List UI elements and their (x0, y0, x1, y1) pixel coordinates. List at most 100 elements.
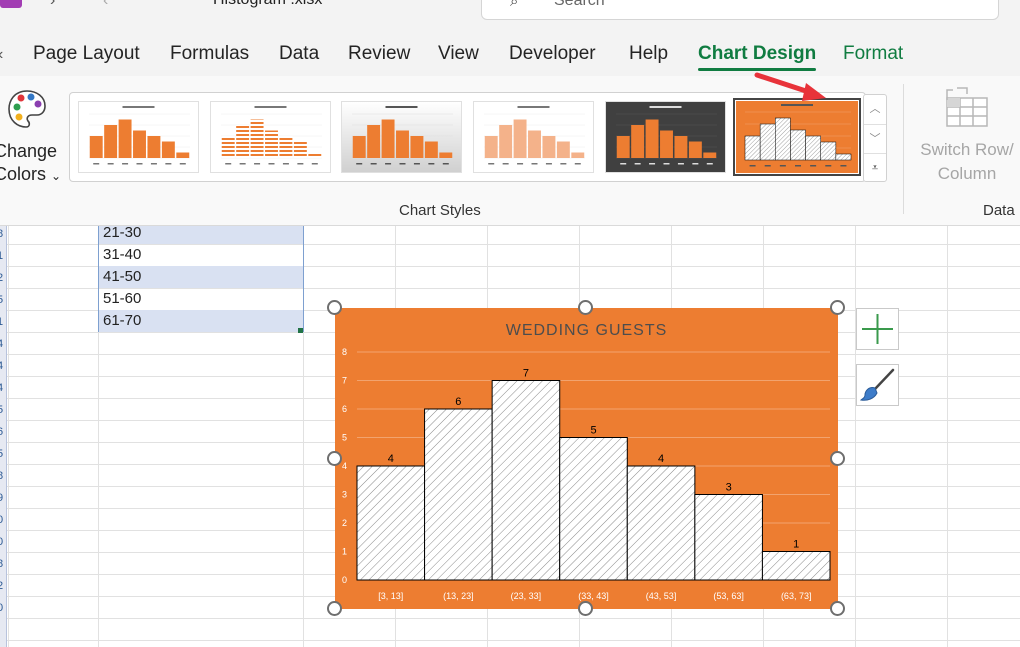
switch-row-column-button[interactable]: Switch Row/ Column (912, 138, 1020, 186)
tab-help[interactable]: Help (629, 43, 669, 64)
search-box[interactable]: ⌕ Search (481, 0, 999, 20)
column-gridline (8, 226, 9, 647)
tab-page-layout[interactable]: Page Layout (33, 43, 140, 64)
row-number[interactable]: 2 (0, 272, 4, 284)
tab-developer[interactable]: Developer (509, 43, 596, 64)
row-number[interactable]: 5 (0, 294, 4, 306)
chevron-down-icon: ⌄ (51, 169, 62, 183)
histogram-bar[interactable] (356, 465, 426, 581)
tab-view[interactable]: View (438, 43, 479, 64)
row-number[interactable]: 0 (0, 602, 4, 614)
x-tick-label: [3, 13] (378, 591, 403, 601)
search-placeholder: Search (554, 0, 605, 9)
histogram-bar[interactable] (694, 494, 763, 581)
histogram-bar[interactable] (761, 551, 831, 581)
chart-style-thumb-2[interactable] (210, 101, 331, 173)
switch-row-column-icon (943, 86, 989, 128)
tab-formulas[interactable]: Formulas (170, 43, 250, 64)
chart-style-thumb-3[interactable] (341, 101, 462, 173)
x-tick-label: (33, 43] (578, 591, 609, 601)
y-tick-label: 4 (342, 461, 347, 471)
chart-style-thumb-6-selected[interactable] (733, 98, 861, 176)
tab-data[interactable]: Data (279, 43, 320, 64)
excel-app-icon (0, 0, 22, 8)
resize-handle-bottom-left[interactable] (327, 601, 342, 616)
row-number[interactable]: 8 (0, 558, 4, 570)
histogram-bar[interactable] (424, 408, 493, 581)
chart-style-thumb-1[interactable] (78, 101, 199, 173)
row-number[interactable]: 4 (0, 338, 4, 350)
tab-overflow-edge: ‹ (0, 46, 3, 64)
row-header: 8 1 2 5 1 4 4 4 5 6 5 8 9 0 0 8 2 0 (0, 226, 7, 647)
paintbrush-icon (859, 368, 895, 401)
chevron-right-icon[interactable]: › (50, 0, 56, 9)
row-number[interactable]: 1 (0, 316, 4, 328)
histogram-bar[interactable] (559, 437, 628, 581)
row-number[interactable]: 8 (0, 470, 4, 482)
y-tick-label: 7 (342, 376, 347, 386)
row-number[interactable]: 4 (0, 360, 4, 372)
y-tick-label: 3 (342, 490, 347, 500)
row-number[interactable]: 9 (0, 492, 4, 504)
row-number[interactable]: 1 (0, 250, 4, 262)
histogram-bar[interactable] (491, 380, 561, 581)
cell-a5[interactable]: 61-70 (99, 310, 303, 332)
tab-chart-design[interactable]: Chart Design (698, 43, 817, 71)
cell-a3[interactable]: 41-50 (99, 266, 303, 288)
cell-a4[interactable]: 51-60 (103, 290, 142, 307)
resize-handle-top-left[interactable] (327, 300, 342, 315)
tab-format[interactable]: Format (843, 43, 904, 64)
row-gridline (0, 244, 1020, 245)
chart-styles-button[interactable] (856, 364, 899, 406)
data-group-label: Data (983, 202, 1015, 219)
resize-handle-right[interactable] (830, 451, 845, 466)
row-number[interactable]: 5 (0, 448, 4, 460)
resize-handle-bottom-right[interactable] (830, 601, 845, 616)
ribbon-tabs: ‹ Page Layout Formulas Data Review View … (0, 22, 1020, 76)
data-label: 6 (455, 396, 461, 408)
gallery-down-button[interactable]: ﹀ (864, 124, 886, 152)
chart-style-thumb-5[interactable] (605, 101, 726, 173)
row-number[interactable]: 0 (0, 514, 4, 526)
change-colors-line2: Colors (0, 164, 47, 184)
chart-elements-button[interactable] (856, 308, 899, 350)
chart-title[interactable]: WEDDING GUESTS (506, 322, 668, 339)
row-number[interactable]: 5 (0, 404, 4, 416)
row-number[interactable]: 8 (0, 228, 4, 240)
change-colors-line1: Change (0, 141, 58, 161)
histogram-bar[interactable] (626, 465, 696, 581)
gallery-scroller: ︿ ﹀ ⩡ (863, 94, 887, 182)
palette-icon[interactable] (6, 88, 48, 130)
fill-handle[interactable] (298, 328, 303, 333)
cell-a2[interactable]: 31-40 (103, 246, 142, 263)
cell-a1[interactable]: 21-30 (99, 226, 303, 244)
tab-review[interactable]: Review (348, 43, 411, 64)
resize-handle-left[interactable] (327, 451, 342, 466)
data-label: 4 (388, 453, 394, 465)
column-gridline (98, 226, 99, 647)
resize-handle-top-right[interactable] (830, 300, 845, 315)
row-number[interactable]: 6 (0, 426, 4, 438)
gallery-up-button[interactable]: ︿ (869, 103, 881, 115)
row-number[interactable]: 4 (0, 382, 4, 394)
y-tick-label: 5 (342, 433, 347, 443)
y-tick-label: 0 (342, 575, 347, 585)
gallery-more-button[interactable]: ⩡ (864, 153, 886, 181)
title-bar: › ‹ Histogram .xlsx ⌕ Search (0, 0, 1020, 22)
resize-handle-bottom[interactable] (578, 601, 593, 616)
group-separator (903, 84, 904, 214)
switch-row-line1: Switch Row/ (920, 140, 1014, 159)
row-gridline (0, 288, 1020, 289)
chevron-left-icon[interactable]: ‹ (103, 0, 109, 9)
row-number[interactable]: 0 (0, 536, 4, 548)
resize-handle-top[interactable] (578, 300, 593, 315)
column-gridline (947, 226, 948, 647)
ribbon-panel: Change Colors ⌄ ︿ ﹀ ⩡ Chart Styles (0, 76, 1020, 226)
chart-style-thumb-4[interactable] (473, 101, 594, 173)
histogram-chart[interactable]: WEDDING GUESTS 0 1 2 3 4 5 6 7 8 4 [3, 13] 6 (13, 23]… (335, 308, 838, 609)
change-colors-button[interactable]: Change Colors ⌄ (0, 140, 61, 188)
x-tick-label: (23, 33] (511, 591, 542, 601)
row-gridline (0, 266, 1020, 267)
row-number[interactable]: 2 (0, 580, 4, 592)
